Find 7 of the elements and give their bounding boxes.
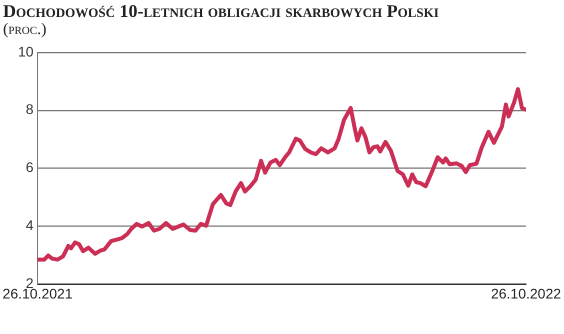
y-tick-label: 8 — [26, 101, 34, 118]
y-tick-label: 10 — [18, 43, 34, 60]
x-tick-label: 26.10.2022 — [490, 285, 562, 302]
chart-subtitle: (proc.) — [3, 21, 46, 39]
y-tick-label: 4 — [26, 217, 34, 234]
y-tick-label: 6 — [26, 159, 34, 176]
chart-title: Dochodowość 10-letnich obligacji skarbowych Polski — [3, 1, 439, 22]
